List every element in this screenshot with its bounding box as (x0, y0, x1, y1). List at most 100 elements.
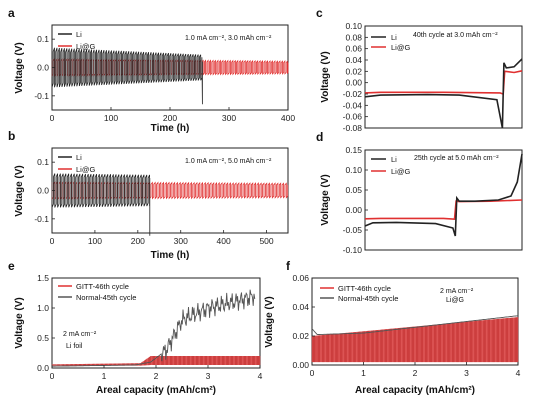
annotation: 2 mA cm⁻² (63, 331, 97, 338)
x-tick-label: 0 (50, 371, 55, 381)
x-tick-label: 300 (174, 236, 188, 246)
x-tick-label: 2 (413, 368, 418, 378)
legend: Li Li@G (371, 33, 410, 52)
y-tick-label: 0.0 (37, 63, 49, 73)
y-tick-label: 0.06 (292, 273, 309, 283)
annotation: 25th cycle at 5.0 mAh cm⁻² (414, 155, 499, 162)
x-axis-label: Time (h) (151, 123, 190, 134)
y-tick-label: 0.05 (345, 185, 362, 195)
y-tick-label: -0.04 (343, 100, 363, 110)
y-tick-label: 0.06 (345, 44, 362, 54)
annotation-sample: Li foil (66, 343, 83, 350)
y-tick-label: 0.00 (345, 205, 362, 215)
y-tick-label: 0.00 (345, 78, 362, 88)
annotation-sample: Li@G (446, 297, 464, 304)
x-tick-label: 3 (206, 371, 211, 381)
series-line-Li@G (364, 70, 523, 96)
y-axis-label: Voltage (V) (264, 296, 275, 347)
legend: GITT-46th cycle Normal-45th cycle (58, 282, 136, 302)
plot-area-f (311, 315, 519, 363)
plot-area-c (364, 58, 523, 129)
legend-label: GITT-46th cycle (76, 282, 129, 291)
annotation: 1.0 mA cm⁻², 5.0 mAh cm⁻² (185, 158, 272, 165)
x-tick-label: 100 (104, 113, 118, 123)
panel-e: e 0.0 0.5 1.0 1.5 0 1 2 3 4 Voltage (V) Areal ca… (8, 259, 263, 396)
x-tick-label: 4 (516, 368, 521, 378)
plot-area-b (51, 173, 289, 236)
y-axis-label: Voltage (V) (14, 297, 25, 348)
y-tick-label: -0.08 (343, 123, 363, 133)
plot-area-a (51, 47, 289, 105)
y-tick-label: 0.02 (345, 66, 362, 76)
annotation: 1.0 mA cm⁻², 3.0 mAh cm⁻² (185, 35, 272, 42)
y-tick-label: 0.5 (37, 333, 49, 343)
series-line-Li@G (51, 180, 289, 201)
series-line-Li (364, 58, 523, 129)
series-line-Normal-45th cycle (52, 289, 256, 367)
legend: Li Li@G (58, 30, 95, 51)
x-tick-label: 1 (361, 368, 366, 378)
x-tick-label: 400 (217, 236, 231, 246)
x-tick-label: 400 (281, 113, 295, 123)
y-tick-label: -0.06 (343, 112, 363, 122)
panel-label-b: b (8, 129, 15, 143)
series-line-Li (364, 153, 523, 237)
y-tick-label: -0.1 (34, 214, 49, 224)
legend-label: Li@G (76, 42, 95, 51)
y-axis-label: Voltage (V) (14, 165, 25, 216)
x-tick-label: 3 (464, 368, 469, 378)
legend-label: Normal-45th cycle (338, 294, 398, 303)
y-tick-label: 1.0 (37, 303, 49, 313)
series-line-Li (51, 47, 203, 105)
series-hatch-GITT-46th cycle (311, 317, 519, 363)
y-axis-label: Voltage (V) (320, 51, 331, 102)
x-tick-label: 2 (154, 371, 159, 381)
x-tick-label: 500 (259, 236, 273, 246)
legend-label: Li (76, 30, 82, 39)
y-tick-label: 0.02 (292, 331, 309, 341)
x-tick-label: 200 (131, 236, 145, 246)
legend: Li Li@G (58, 153, 95, 174)
panel-label-d: d (316, 130, 323, 144)
y-tick-label: 0.0 (37, 363, 49, 373)
y-tick-label: 0.10 (345, 165, 362, 175)
series-line-Li@G (364, 199, 523, 221)
series-line-Normal-45th cycle (311, 315, 519, 335)
y-tick-label: 0.10 (345, 21, 362, 31)
legend-label: GITT-46th cycle (338, 284, 391, 293)
y-tick-label: -0.10 (343, 245, 363, 255)
legend-label: Li (391, 155, 397, 164)
y-tick-label: 0.04 (292, 302, 309, 312)
legend-label: Li@G (391, 167, 410, 176)
plot-frame (51, 277, 261, 369)
panel-label-e: e (8, 259, 15, 273)
legend-label: Li@G (391, 43, 410, 52)
legend: GITT-46th cycle Normal-45th cycle (320, 284, 398, 303)
panel-c: c 0.100.08 0.060.040.02 0.00-0.02-0.04 -0.0… (316, 6, 523, 133)
series-line-Li (51, 173, 151, 236)
x-axis-label: Areal capacity (mAh/cm²) (96, 385, 216, 396)
panel-a: a 0.1 0.0 -0.1 0 100 200 300 400 Voltage (V) Ti… (8, 6, 295, 134)
x-tick-label: 0 (50, 236, 55, 246)
y-tick-label: 0.04 (345, 55, 362, 65)
y-tick-label: -0.1 (34, 91, 49, 101)
plot-frame (364, 25, 523, 129)
y-tick-label: 0.00 (292, 360, 309, 370)
annotation: 2 mA cm⁻² (440, 288, 474, 295)
x-tick-label: 0 (50, 113, 55, 123)
y-tick-label: 1.5 (37, 273, 49, 283)
x-tick-label: 200 (163, 113, 177, 123)
y-tick-label: 0.0 (37, 186, 49, 196)
y-tick-label: 0.15 (345, 145, 362, 155)
panel-d: d 0.15 0.10 0.05 0.00 -0.05 -0.10 Voltage (V)… (316, 130, 523, 255)
panel-b: b 0.1 0.0 -0.1 0 100 200 300 400 500 Voltage (V)… (8, 129, 289, 261)
panel-label-f: f (286, 259, 291, 273)
panel-label-a: a (8, 6, 15, 20)
panel-f: f 0.00 0.02 0.04 0.06 0 1 2 3 4 Voltage (V) Area… (264, 259, 521, 396)
x-axis-label: Areal capacity (mAh/cm²) (355, 385, 475, 396)
x-tick-label: 0 (310, 368, 315, 378)
x-tick-label: 4 (258, 371, 263, 381)
legend-label: Li@G (76, 165, 95, 174)
y-axis-label: Voltage (V) (320, 174, 331, 225)
